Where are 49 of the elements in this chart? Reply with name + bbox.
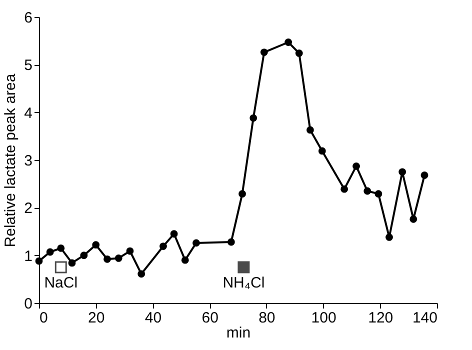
x-axis-title: min: [226, 324, 251, 342]
point: [398, 168, 406, 176]
point: [250, 114, 258, 122]
point: [80, 252, 88, 260]
point: [114, 254, 122, 262]
point: [364, 187, 372, 195]
x-tick-label: 40: [144, 310, 162, 326]
x-tick-label: 80: [258, 310, 276, 326]
y-tick-label: 6: [24, 10, 32, 26]
point: [284, 38, 292, 46]
y-tick-label: 3: [24, 152, 32, 170]
x-tick-label: 100: [311, 310, 336, 326]
point: [352, 162, 360, 170]
y-tick-label: 1: [24, 248, 32, 265]
point: [57, 244, 65, 252]
y-tick-label: 5: [24, 57, 32, 74]
point: [35, 257, 43, 265]
annotation: NH₄Cl: [222, 274, 265, 292]
point: [420, 172, 428, 179]
y-tick-label: 0: [24, 296, 32, 312]
x-tick-label: 120: [368, 310, 394, 326]
point: [138, 270, 146, 278]
point: [46, 248, 54, 256]
point: [92, 241, 100, 249]
x-tick-label: 60: [202, 310, 218, 326]
point: [68, 259, 76, 267]
point: [192, 239, 200, 247]
y-axis-title: Relative lactate peak area: [2, 73, 20, 248]
x-tick-label: 140: [412, 310, 438, 326]
point: [340, 185, 348, 193]
annotation: NaCl: [44, 274, 78, 292]
y-tick-label: 2: [24, 200, 32, 218]
point: [410, 215, 418, 223]
point: [260, 48, 268, 56]
point: [104, 255, 111, 263]
y-tick-label: 4: [24, 104, 32, 122]
point: [318, 147, 326, 155]
x-tick-label: 20: [88, 310, 105, 326]
point: [126, 247, 134, 255]
point: [306, 126, 314, 134]
point: [374, 190, 382, 198]
point: [170, 230, 178, 238]
x-tick-label: 0: [40, 310, 48, 326]
point: [238, 190, 246, 198]
point: [227, 238, 235, 246]
point: [160, 242, 167, 250]
point: [181, 256, 189, 264]
point: [295, 50, 303, 57]
point: [386, 234, 393, 241]
